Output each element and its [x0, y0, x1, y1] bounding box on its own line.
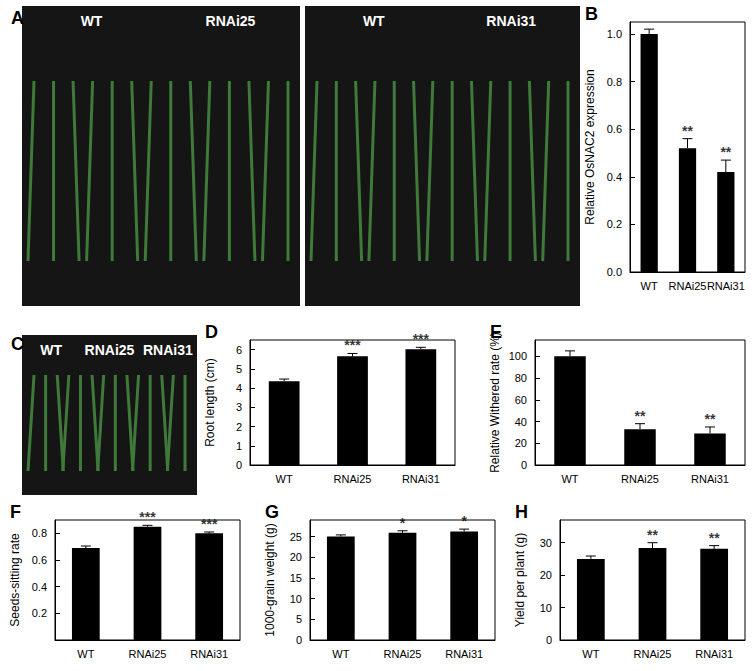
svg-text:RNAi25: RNAi25: [634, 648, 672, 660]
svg-text:RNAi31: RNAi31: [402, 473, 440, 485]
svg-text:WT: WT: [332, 648, 349, 660]
svg-text:20: 20: [540, 569, 552, 581]
svg-text:WT: WT: [641, 280, 658, 292]
svg-text:40: 40: [515, 416, 527, 428]
svg-text:10: 10: [540, 602, 552, 614]
svg-text:15: 15: [290, 572, 302, 584]
svg-text:Relative Withered rate (%): Relative Withered rate (%): [488, 332, 502, 473]
svg-text:**: **: [720, 144, 731, 160]
svg-text:1000-grain weight (g): 1000-grain weight (g): [263, 523, 277, 636]
svg-text:RNAi31: RNAi31: [707, 280, 745, 292]
svg-text:WT: WT: [81, 13, 103, 29]
svg-text:***: ***: [413, 331, 430, 347]
svg-text:RNAi31: RNAi31: [143, 342, 193, 358]
svg-text:0.2: 0.2: [607, 218, 622, 230]
svg-text:0.0: 0.0: [607, 266, 622, 278]
svg-text:RNAi25: RNAi25: [621, 473, 659, 485]
svg-text:**: **: [682, 123, 693, 139]
svg-text:RNAi25: RNAi25: [384, 648, 422, 660]
svg-text:30: 30: [540, 537, 552, 549]
svg-text:RNAi25: RNAi25: [129, 648, 167, 660]
svg-text:D: D: [205, 322, 218, 342]
svg-text:1: 1: [236, 440, 242, 452]
svg-text:3: 3: [236, 401, 242, 413]
svg-text:0: 0: [546, 634, 552, 646]
svg-text:5: 5: [296, 613, 302, 625]
svg-text:WT: WT: [582, 648, 599, 660]
svg-text:2: 2: [236, 421, 242, 433]
svg-text:RNAi25: RNAi25: [334, 473, 372, 485]
svg-text:0: 0: [296, 634, 302, 646]
svg-text:RNAi31: RNAi31: [190, 648, 228, 660]
svg-text:10: 10: [290, 593, 302, 605]
svg-text:RNAi25: RNAi25: [206, 13, 256, 29]
svg-text:Root length (cm): Root length (cm): [203, 358, 217, 447]
svg-text:**: **: [705, 411, 716, 427]
svg-text:***: ***: [139, 509, 156, 525]
svg-text:Yield per plant (g): Yield per plant (g): [513, 533, 527, 627]
svg-text:6: 6: [236, 344, 242, 356]
svg-text:RNAi31: RNAi31: [445, 648, 483, 660]
svg-text:H: H: [515, 502, 528, 522]
svg-text:C: C: [11, 334, 24, 354]
svg-text:**: **: [635, 408, 646, 424]
svg-text:1.0: 1.0: [607, 28, 622, 40]
svg-text:0.2: 0.2: [32, 607, 47, 619]
svg-text:G: G: [265, 502, 279, 522]
svg-text:Relative OsNAC2 expression: Relative OsNAC2 expression: [583, 69, 597, 224]
svg-text:Seeds-sitting rate: Seeds-sitting rate: [8, 533, 22, 627]
svg-text:60: 60: [515, 394, 527, 406]
svg-text:80: 80: [515, 372, 527, 384]
svg-text:A: A: [11, 8, 24, 28]
svg-text:4: 4: [236, 382, 242, 394]
svg-text:**: **: [647, 527, 658, 543]
svg-text:RNAi25: RNAi25: [669, 280, 707, 292]
svg-text:0.8: 0.8: [607, 76, 622, 88]
svg-text:100: 100: [509, 350, 527, 362]
svg-text:WT: WT: [77, 648, 94, 660]
svg-text:25: 25: [290, 531, 302, 543]
svg-text:0.4: 0.4: [32, 581, 47, 593]
svg-text:***: ***: [344, 337, 361, 353]
svg-text:WT: WT: [363, 13, 385, 29]
svg-text:*: *: [400, 515, 406, 531]
svg-text:20: 20: [290, 551, 302, 563]
svg-text:WT: WT: [40, 342, 62, 358]
svg-text:0: 0: [521, 459, 527, 471]
svg-text:*: *: [461, 513, 467, 529]
svg-text:E: E: [490, 322, 502, 342]
svg-text:0.8: 0.8: [32, 527, 47, 539]
svg-text:0.6: 0.6: [32, 554, 47, 566]
svg-text:0.6: 0.6: [607, 123, 622, 135]
svg-text:**: **: [709, 530, 720, 546]
svg-text:0.4: 0.4: [607, 171, 622, 183]
svg-text:RNAi25: RNAi25: [85, 342, 135, 358]
svg-text:WT: WT: [561, 473, 578, 485]
svg-text:B: B: [585, 4, 598, 24]
svg-text:5: 5: [236, 363, 242, 375]
svg-text:0: 0: [236, 459, 242, 471]
svg-text:F: F: [10, 502, 21, 522]
svg-text:RNAi31: RNAi31: [486, 13, 536, 29]
svg-text:20: 20: [515, 437, 527, 449]
svg-text:RNAi31: RNAi31: [691, 473, 729, 485]
svg-text:***: ***: [201, 516, 218, 532]
svg-text:WT: WT: [276, 473, 293, 485]
svg-text:RNAi31: RNAi31: [695, 648, 733, 660]
